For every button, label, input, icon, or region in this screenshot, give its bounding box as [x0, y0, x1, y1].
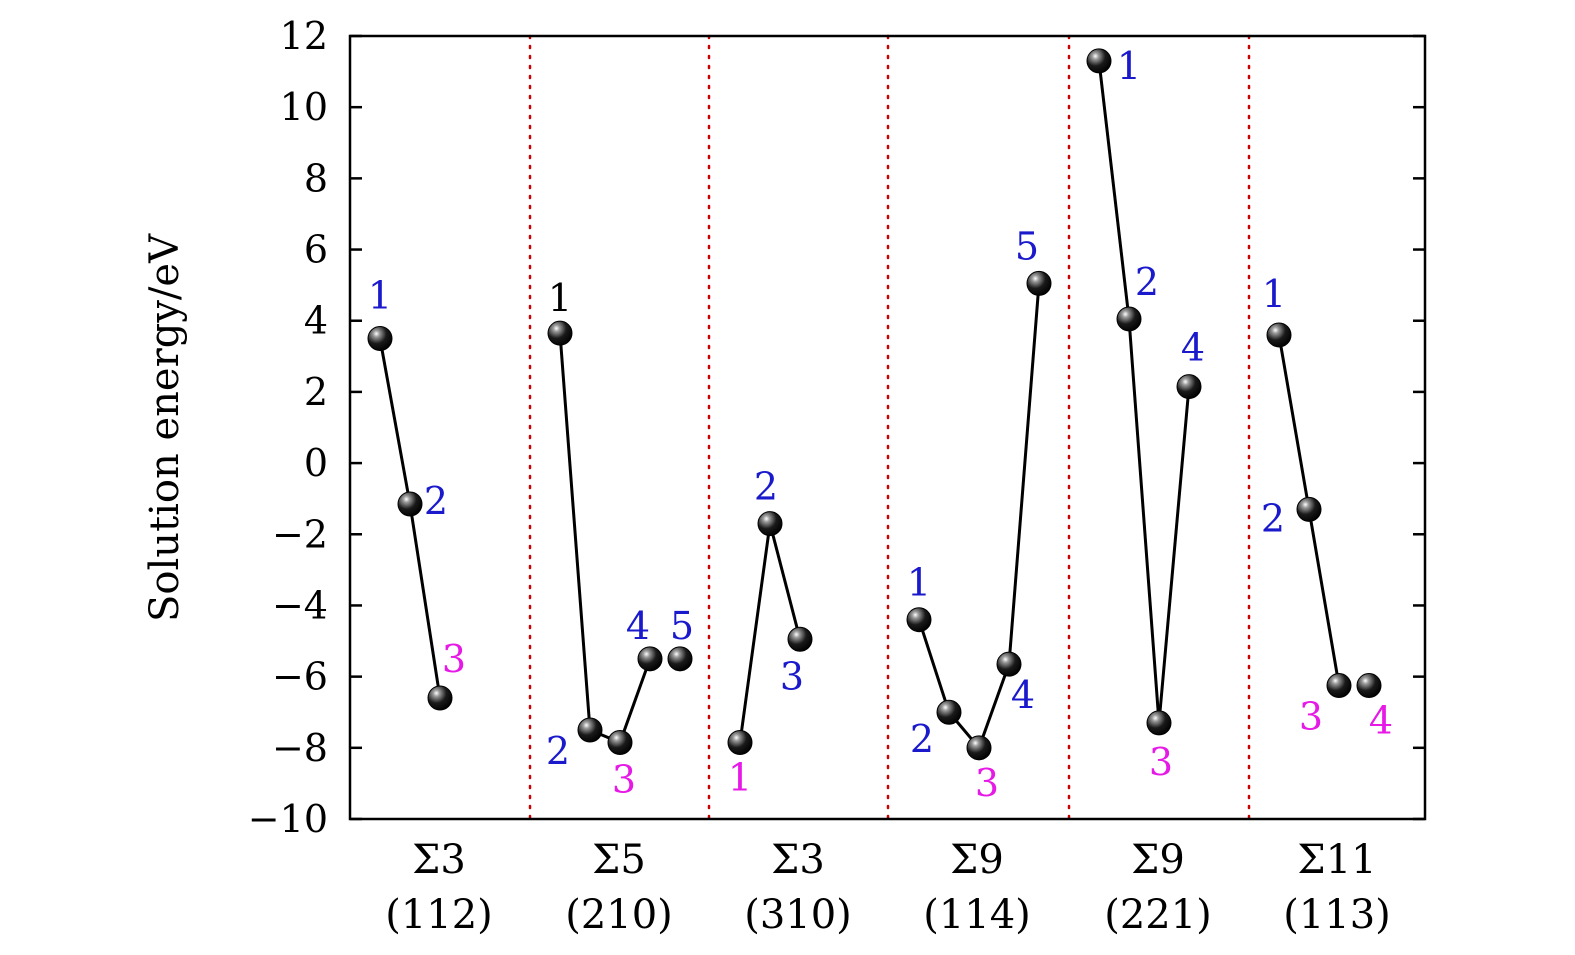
- y-tick-label: 12: [280, 14, 328, 58]
- data-point: [1086, 48, 1112, 74]
- series-line-segment: [1097, 60, 1131, 320]
- series-line-segment: [1157, 386, 1191, 724]
- data-point: [966, 735, 992, 761]
- data-point: [367, 326, 393, 352]
- data-point: [667, 646, 693, 672]
- series-line-segment: [618, 658, 652, 743]
- plot-frame: [348, 34, 1427, 821]
- data-point-label: 2: [546, 729, 570, 773]
- y-tick-label: −10: [248, 797, 328, 841]
- y-axis-tick-labels: 12 10 8 6 4 2 0 −2 −4 −6 −8 −10: [248, 14, 328, 841]
- data-point-label: 3: [975, 761, 999, 805]
- group-separators: [528, 34, 1251, 821]
- group-plane-label: (310): [744, 892, 852, 938]
- data-point-label: 3: [442, 637, 466, 681]
- data-point-label: 4: [1011, 673, 1035, 717]
- group-sigma-label: Σ3: [771, 837, 825, 883]
- y-axis-title: Solution energy/eV: [142, 233, 188, 622]
- y-tick-label: 2: [304, 370, 328, 414]
- data-point: [1176, 374, 1202, 400]
- y-tick-label: 4: [304, 299, 328, 343]
- y-tick-label: 10: [280, 85, 328, 129]
- y-tick-label: 8: [304, 156, 328, 200]
- data-point-label: 3: [612, 757, 636, 801]
- y-axis-ticks: [350, 34, 1425, 821]
- data-point-label: 5: [1015, 224, 1039, 268]
- data-point-label: 4: [1181, 326, 1205, 370]
- data-point-label: 3: [1149, 740, 1173, 784]
- group-plane-label: (221): [1104, 892, 1212, 938]
- data-point: [1116, 306, 1142, 332]
- series-line-segment: [558, 333, 592, 731]
- group-sigma-label: Σ5: [592, 837, 646, 883]
- data-point-label: 2: [1261, 496, 1285, 540]
- data-point-label: 1: [728, 755, 752, 799]
- data-point: [397, 491, 423, 517]
- group-labels: Σ3 (112) Σ5 (210) Σ3 (310) Σ9 (114) Σ9 (221) Σ11 (1…: [385, 837, 1391, 938]
- group-plane-label: (113): [1283, 892, 1391, 938]
- data-points: [367, 48, 1382, 761]
- data-point: [547, 320, 573, 346]
- series-line-segment: [977, 663, 1011, 749]
- series-line-segment: [768, 523, 802, 640]
- data-point-label: 1: [368, 274, 392, 318]
- data-point: [936, 699, 962, 725]
- data-point-label: 5: [670, 604, 694, 648]
- data-point: [1026, 270, 1052, 296]
- data-point: [906, 607, 932, 633]
- group-plane-label: (114): [923, 892, 1031, 938]
- data-point-label: 4: [626, 604, 650, 648]
- data-point: [1146, 710, 1172, 736]
- series-line-segment: [1277, 334, 1311, 510]
- group-sigma-label: Σ9: [1131, 837, 1185, 883]
- data-point-label: 1: [548, 276, 572, 320]
- data-point: [1296, 496, 1322, 522]
- data-point: [607, 729, 633, 755]
- data-point-label: 1: [1262, 272, 1286, 316]
- group-sigma-label: Σ11: [1297, 837, 1376, 883]
- data-point: [1326, 673, 1352, 699]
- y-tick-label: −6: [272, 655, 328, 699]
- data-point: [727, 729, 753, 755]
- series-line-segment: [1127, 318, 1161, 724]
- data-point: [1266, 322, 1292, 348]
- y-tick-label: 6: [304, 228, 328, 272]
- data-point: [757, 511, 783, 537]
- series-line-segment: [1007, 283, 1041, 665]
- data-point: [787, 626, 813, 652]
- series-line-segment: [917, 619, 951, 713]
- data-point-label: 2: [1135, 260, 1159, 304]
- y-tick-label: −4: [272, 583, 328, 627]
- data-point: [1356, 673, 1382, 699]
- y-tick-label: 0: [304, 441, 328, 485]
- data-point-label: 2: [754, 465, 778, 509]
- series-line-segment: [738, 523, 772, 743]
- data-point: [577, 717, 603, 743]
- data-point-label: 1: [907, 561, 931, 605]
- series-line-segment: [378, 338, 412, 505]
- group-plane-label: (210): [565, 892, 673, 938]
- data-point-label: 2: [424, 479, 448, 523]
- data-point-label: 3: [1299, 695, 1323, 739]
- data-point-label: 4: [1369, 699, 1393, 743]
- series-line-segment: [408, 503, 442, 699]
- group-sigma-label: Σ9: [950, 837, 1004, 883]
- data-point: [427, 685, 453, 711]
- y-tick-label: −2: [272, 512, 328, 556]
- group-sigma-label: Σ3: [412, 837, 466, 883]
- series-lines: [378, 60, 1341, 749]
- data-point: [637, 646, 663, 672]
- series-line-segment: [1307, 509, 1341, 686]
- data-point: [996, 651, 1022, 677]
- data-point-label: 2: [910, 717, 934, 761]
- group-plane-label: (112): [385, 892, 493, 938]
- data-point-label: 1: [1117, 44, 1141, 88]
- y-tick-label: −8: [272, 726, 328, 770]
- data-point-label: 3: [780, 654, 804, 698]
